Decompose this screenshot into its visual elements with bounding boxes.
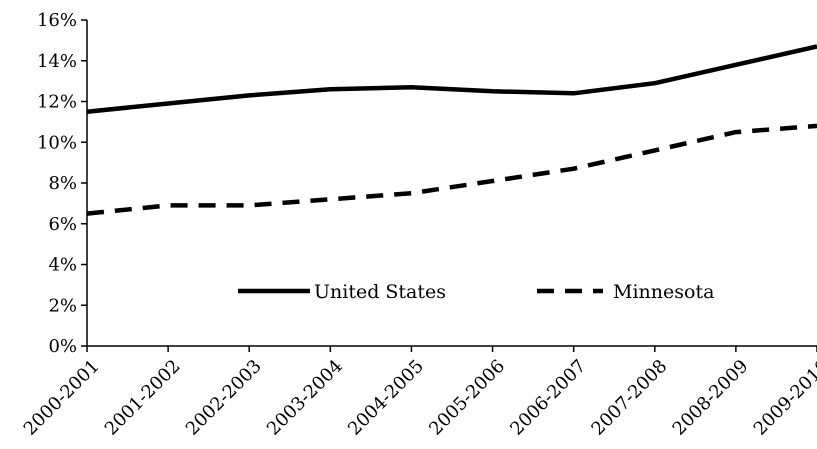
x-tick-label: 2001-2002	[101, 356, 185, 440]
x-tick-label: 2007-2008	[587, 356, 671, 440]
y-tick-label: 2%	[48, 295, 77, 316]
y-tick-label: 8%	[48, 173, 77, 194]
series-line-united-states	[86, 44, 817, 114]
series-lines	[86, 44, 817, 216]
y-tick-labels: 0% 2% 4% 6% 8% 10% 12% 14% 16%	[37, 10, 77, 357]
x-tick-label: 2009-2010	[750, 356, 817, 440]
x-tick-label: 2000-2001	[20, 356, 104, 440]
x-tick-labels: 2000-20012001-20022002-20032003-20042004…	[20, 356, 817, 440]
legend-label: United States	[314, 281, 446, 303]
x-tick-label: 2003-2004	[263, 356, 347, 440]
y-tick-label: 12%	[37, 92, 77, 113]
y-tick-label: 0%	[48, 336, 77, 357]
legend: United States Minnesota	[238, 281, 714, 303]
y-tick-label: 14%	[37, 51, 77, 72]
y-tick-label: 10%	[37, 132, 77, 153]
x-tick-label: 2008-2009	[669, 356, 753, 440]
x-tick-label: 2005-2006	[425, 356, 509, 440]
y-tick-label: 4%	[48, 255, 77, 276]
x-tick-label: 2002-2003	[182, 356, 266, 440]
y-tick-label: 16%	[37, 10, 77, 31]
x-tick-label: 2006-2007	[506, 356, 590, 440]
series-line-minnesota	[86, 123, 817, 216]
chart-axes	[81, 19, 817, 352]
x-tick-label: 2004-2005	[344, 356, 428, 440]
y-tick-label: 6%	[48, 214, 77, 235]
legend-label: Minnesota	[613, 281, 714, 303]
